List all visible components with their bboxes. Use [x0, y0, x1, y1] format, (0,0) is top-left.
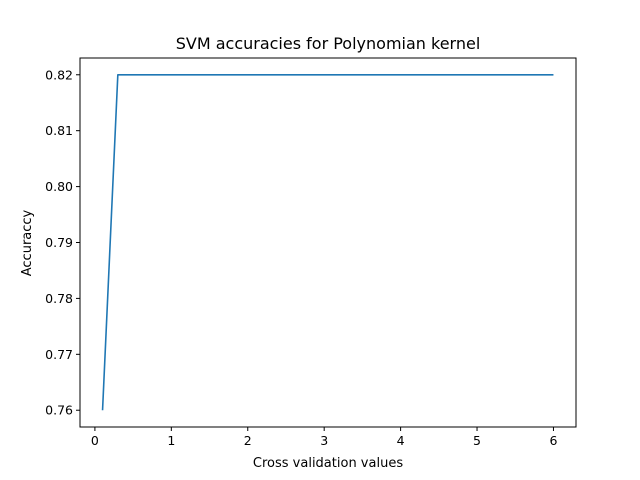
series-line [101, 73, 554, 411]
y-axis-label: Accuraccy [20, 209, 35, 276]
y-tick-label: 0.79 [45, 235, 73, 250]
series-layer [101, 73, 554, 411]
axes-frame [79, 57, 577, 428]
y-tick-label: 0.80 [45, 179, 73, 194]
x-tick-label: 4 [397, 433, 405, 448]
x-axis: 0 1 2 3 4 5 6 [91, 427, 557, 448]
x-tick-label: 5 [473, 433, 481, 448]
x-axis-label: Cross validation values [253, 456, 403, 471]
x-tick-label: 3 [320, 433, 328, 448]
y-tick-label: 0.77 [45, 347, 73, 362]
y-tick-label: 0.78 [45, 291, 73, 306]
plot-area: 0 1 2 3 4 5 6 0.76 0.77 0.78 0.79 0.80 0.81 0.82 [45, 57, 577, 448]
x-tick-label: 2 [244, 433, 252, 448]
x-tick-label: 0 [91, 433, 99, 448]
x-tick-label: 1 [167, 433, 175, 448]
y-tick-label: 0.81 [45, 123, 73, 138]
y-axis: 0.76 0.77 0.78 0.79 0.80 0.81 0.82 [45, 67, 80, 418]
chart-title: SVM accuracies for Polynomian kernel [176, 34, 481, 53]
y-tick-label: 0.76 [45, 403, 73, 418]
x-tick-label: 6 [549, 433, 557, 448]
y-tick-label: 0.82 [45, 67, 73, 82]
